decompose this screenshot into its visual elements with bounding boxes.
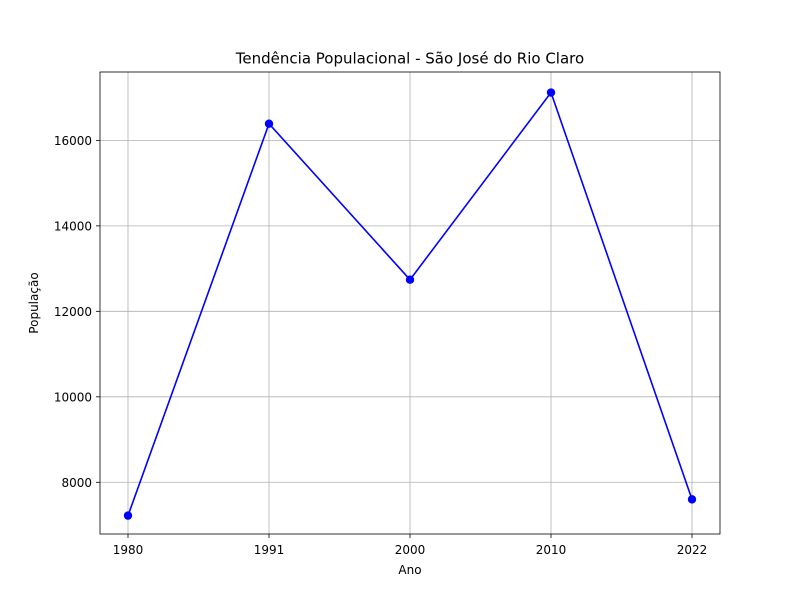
y-axis: 8000 10000 12000 14000 16000: [54, 134, 100, 490]
data-point: [123, 511, 133, 520]
data-point: [687, 495, 697, 504]
data-point: [546, 88, 556, 97]
x-tick-label: 2022: [677, 543, 708, 557]
y-tick-label: 12000: [54, 305, 92, 319]
y-axis-label: População: [27, 272, 41, 333]
y-tick-label: 10000: [54, 390, 92, 404]
x-axis-label: Ano: [398, 563, 421, 577]
x-tick-label: 1980: [113, 543, 144, 557]
grid: [100, 72, 720, 534]
x-tick-label: 2000: [395, 543, 426, 557]
y-tick-label: 14000: [54, 219, 92, 233]
y-tick-label: 16000: [54, 134, 92, 148]
y-tick-label: 8000: [61, 476, 92, 490]
x-tick-label: 1991: [254, 543, 285, 557]
x-tick-label: 2010: [536, 543, 567, 557]
chart-title: Tendência Populacional - São José do Rio…: [235, 50, 584, 68]
data-point: [264, 119, 274, 128]
x-axis: 1980 1991 2000 2010 2022: [113, 534, 708, 557]
data-point: [405, 275, 415, 284]
series-layer: [123, 88, 697, 520]
